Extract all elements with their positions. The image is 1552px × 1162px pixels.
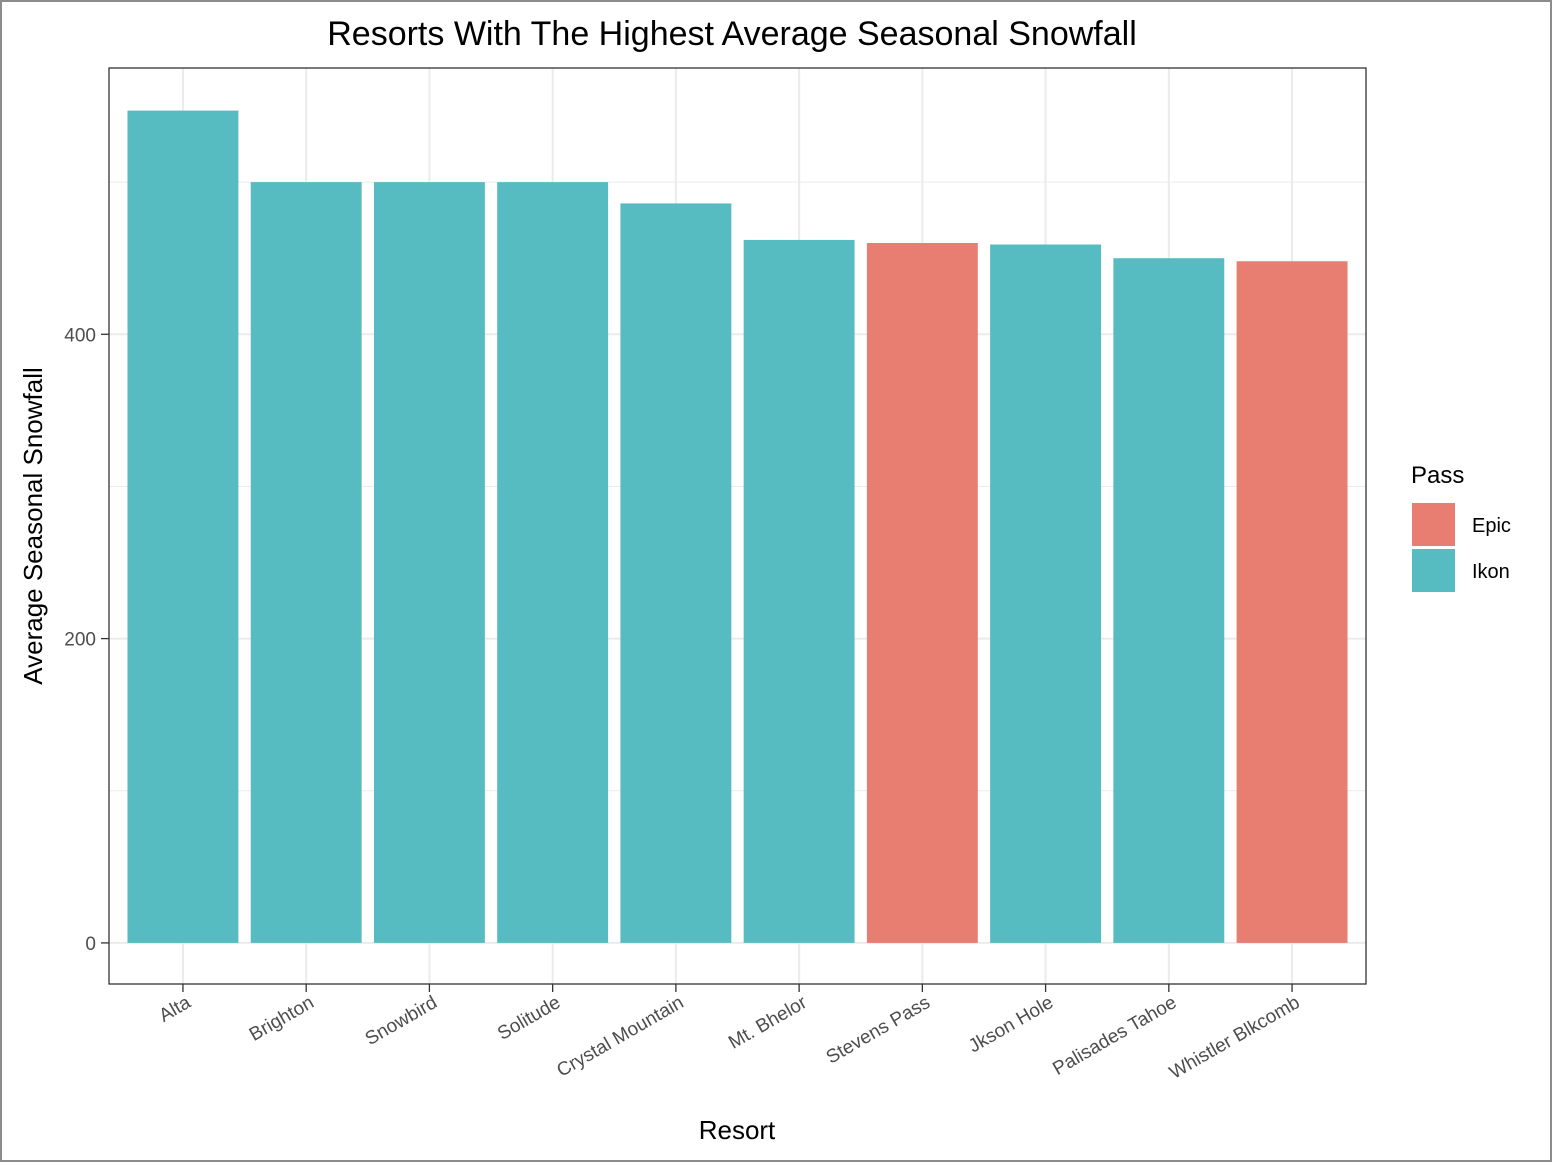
bar-stevens-pass bbox=[866, 242, 978, 943]
x-tick-label: Snowbird bbox=[362, 992, 441, 1050]
y-axis-title: Average Seasonal Snowfall bbox=[18, 367, 48, 685]
y-tick-label: 200 bbox=[64, 630, 96, 651]
x-tick-label: Brighton bbox=[246, 992, 318, 1046]
plot-panel-border bbox=[108, 67, 1367, 985]
legend-swatch-ikon bbox=[1412, 549, 1455, 592]
chart-title: Resorts With The Highest Average Seasona… bbox=[327, 15, 1137, 53]
bar-jkson-hole bbox=[990, 244, 1102, 943]
bar-crystal-mountain bbox=[620, 203, 732, 943]
x-tick-label: Mt. Bhelor bbox=[725, 992, 811, 1054]
x-tick-label: Alta bbox=[156, 992, 195, 1027]
bar-brighton bbox=[250, 182, 362, 943]
x-tick-label: Stevens Pass bbox=[823, 992, 934, 1068]
bar-mt-bhelor bbox=[743, 239, 855, 943]
x-tick-label: Jkson Hole bbox=[965, 992, 1057, 1057]
x-tick-label: Solitude bbox=[494, 992, 564, 1045]
bar-snowbird bbox=[373, 182, 485, 943]
bar-palisades-tahoe bbox=[1113, 258, 1225, 943]
y-axis: 0 200 400 bbox=[64, 325, 109, 955]
legend-label-ikon: Ikon bbox=[1472, 561, 1510, 583]
legend: Pass Epic Ikon bbox=[1411, 462, 1511, 592]
x-tick-label: Palisades Tahoe bbox=[1049, 992, 1180, 1080]
legend-title: Pass bbox=[1411, 462, 1464, 489]
x-tick-label: Crystal Mountain bbox=[553, 992, 687, 1081]
legend-swatch-epic bbox=[1412, 503, 1455, 546]
bar-alta bbox=[127, 110, 239, 943]
x-axis-title: Resort bbox=[699, 1115, 776, 1145]
bars bbox=[127, 110, 1348, 943]
y-tick-label: 400 bbox=[64, 325, 96, 346]
bar-solitude bbox=[497, 182, 609, 943]
x-tick-label: Whistler Blkcomb bbox=[1166, 992, 1304, 1084]
bar-whistler-blkcomb bbox=[1236, 261, 1348, 943]
y-tick-label: 0 bbox=[85, 934, 96, 955]
legend-label-epic: Epic bbox=[1472, 515, 1511, 537]
